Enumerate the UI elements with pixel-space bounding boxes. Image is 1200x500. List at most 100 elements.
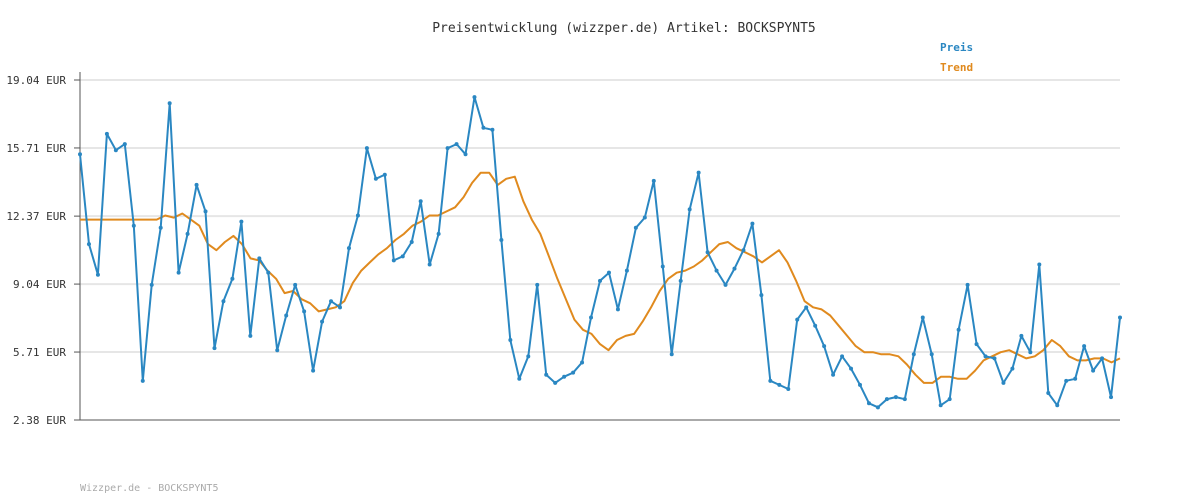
data-point [140,378,145,383]
data-point [678,278,683,283]
data-point [535,282,540,287]
data-point [1064,378,1069,383]
series-trend [80,171,1121,384]
axes [74,72,1120,421]
data-point [517,376,522,381]
data-point [508,338,513,342]
data-point [382,172,387,177]
data-point [615,307,620,312]
data-point [463,152,468,157]
data-point [732,266,737,271]
data-point [947,397,952,402]
data-point [696,170,701,175]
data-point [768,378,773,383]
data-point [1001,380,1006,385]
data-point [1046,391,1051,396]
data-point [355,213,360,218]
data-point [804,305,809,310]
data-point [78,152,82,157]
data-point [544,372,549,377]
data-point [911,352,916,357]
data-point [338,305,342,310]
data-point [858,382,862,387]
data-point [436,231,441,236]
data-point [633,225,638,230]
data-point [651,178,656,183]
series-lines [78,95,1122,410]
data-point [687,207,692,212]
data-point [212,346,217,351]
data-point [131,223,136,228]
data-point [589,315,594,320]
data-point [86,242,91,247]
grid-lines [80,79,1120,354]
series-line-preis [79,96,1121,409]
y-tick-label: 9.04 EUR [13,278,66,291]
data-point [624,268,629,273]
data-point [714,268,719,273]
data-point [1073,376,1078,381]
data-point [875,405,880,410]
data-point [669,352,674,357]
data-point [122,142,127,147]
data-point [499,238,504,242]
data-point [302,309,307,314]
data-point [831,372,836,377]
data-point [902,397,907,402]
data-point [526,354,531,359]
chart-title: Preisentwicklung (wizzper.de) Artikel: B… [432,21,816,36]
data-point [893,395,898,400]
data-point [1010,366,1015,371]
data-point [248,333,253,338]
data-point [266,270,271,275]
data-point [1082,344,1087,349]
data-point [239,219,244,224]
data-point [185,231,190,236]
data-point [418,199,423,204]
data-point [822,344,827,349]
data-point [427,262,432,267]
data-point [795,317,800,322]
data-point [929,352,934,357]
data-point [1100,356,1105,361]
data-point [364,146,369,151]
data-point [95,272,100,277]
footer-text: Wizzper.de - BOCKSPYNT5 [80,483,218,494]
data-point [158,225,163,230]
data-point [965,282,970,287]
data-point [257,256,262,261]
data-point [705,250,710,255]
data-point [149,282,154,287]
data-point [759,293,764,298]
data-point [1109,395,1114,400]
y-tick-label: 2.38 EUR [13,414,66,427]
data-point [275,348,280,353]
data-point [104,131,109,136]
y-axis-tick-labels: 19.04 EUR 15.71 EUR 12.37 EUR 9.04 EUR 5.71 … [6,74,66,427]
data-point [598,278,602,283]
data-point [884,397,889,402]
data-point [1028,350,1033,355]
data-point [983,354,988,359]
data-point [840,354,845,359]
data-point [445,146,450,151]
data-point [230,276,235,281]
data-point [203,209,208,214]
data-point [920,315,925,320]
data-point [562,374,567,379]
data-point [373,176,378,181]
data-point [472,95,477,100]
data-point [606,270,611,275]
data-point [750,221,755,226]
data-point [329,299,334,304]
data-point [167,101,172,106]
data-point [1019,333,1024,338]
data-point [974,342,979,347]
y-tick-label: 5.71 EUR [13,346,66,359]
data-point [454,142,459,147]
data-point [1055,403,1060,408]
legend: Preis Trend [940,41,973,74]
data-point [553,380,558,385]
data-point [176,270,181,275]
